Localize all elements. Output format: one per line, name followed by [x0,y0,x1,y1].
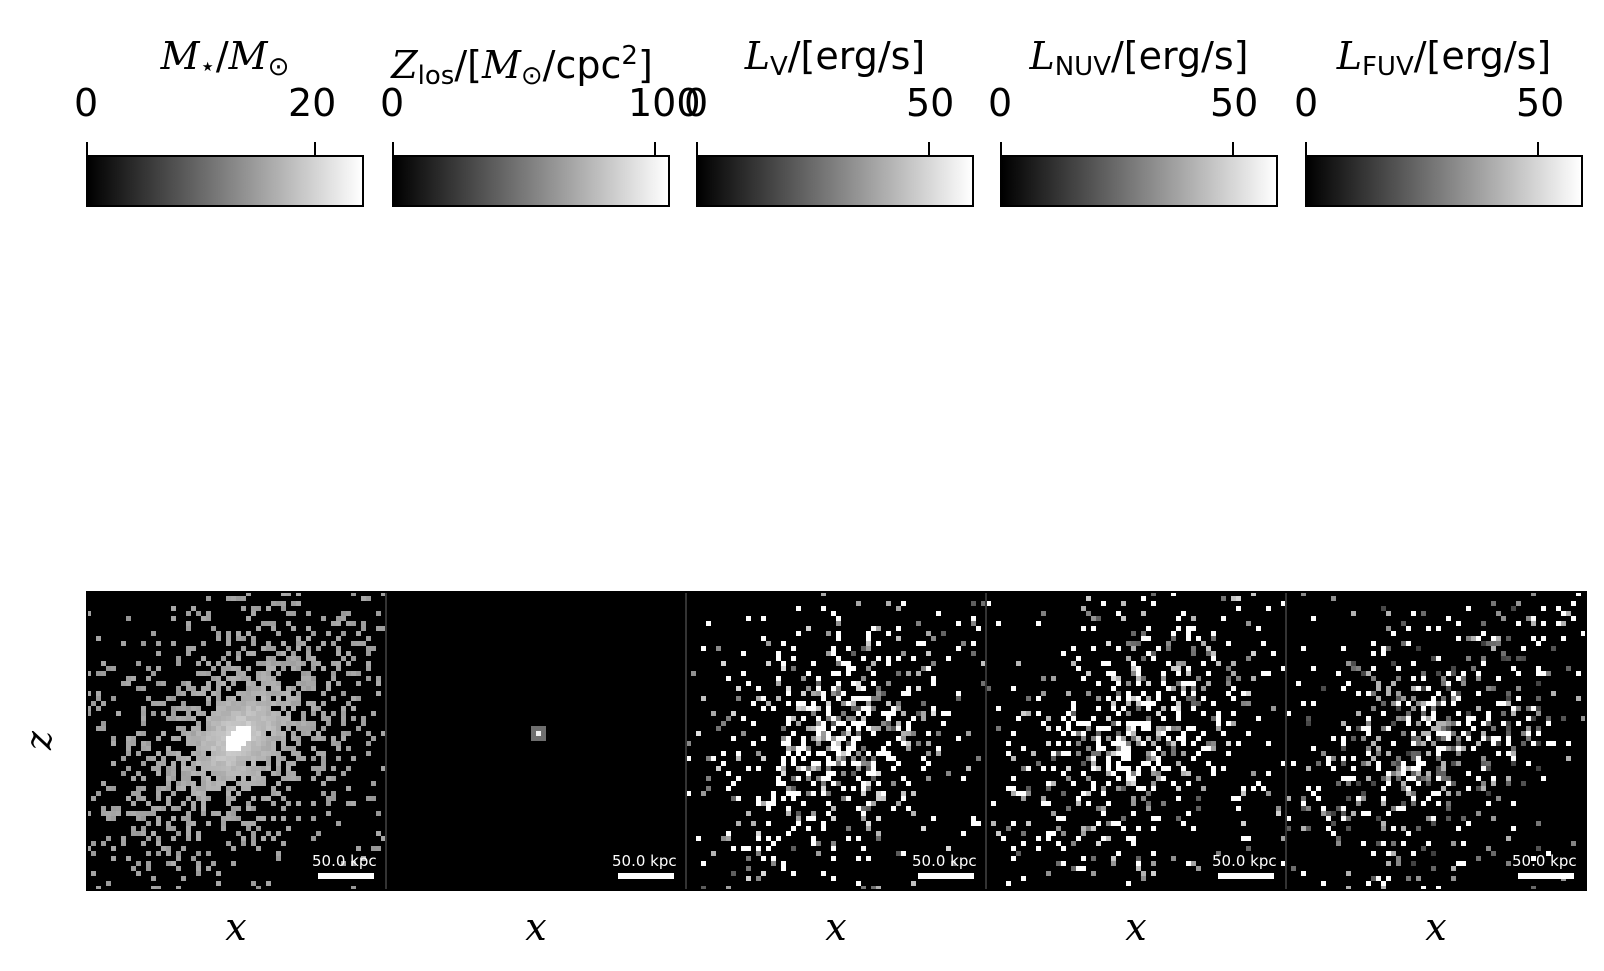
colorbar-title-stellar-mass: M⋆/M⊙ [160,34,290,82]
colorbar-4-tick-min: 0 [1294,81,1319,125]
colorbar-lnuv [1000,155,1278,207]
colorbar-0-tick-min: 0 [74,81,99,125]
heatmap-panel-metallicity [386,591,686,891]
scale-label-4: 50.0 kpc [1512,852,1577,870]
scale-bar-1 [618,873,674,879]
x-axis-label-2: x [825,905,847,949]
colorbar-stellar-mass [86,155,364,207]
colorbar-2-tick-mark-max [928,142,930,156]
heatmap-canvas-lv [686,591,986,891]
colorbar-1-tick-min: 0 [380,81,405,125]
heatmap-canvas-lnuv [986,591,1286,891]
colorbar-4-tick-mark-max [1537,142,1539,156]
colorbar-metallicity [392,155,670,207]
panel-separator [1285,591,1287,891]
heatmap-panel-lnuv [986,591,1286,891]
scale-bar-4 [1518,873,1574,879]
colorbar-title-lv: LV/[erg/s] [744,34,926,82]
heatmap-panel-lv [686,591,986,891]
scale-bar-2 [918,873,974,879]
scale-bar-0 [318,873,374,879]
colorbar-4-tick-max: 50 [1516,81,1565,125]
panel-separator [985,591,987,891]
heatmap-panel-stellar-mass [86,591,386,891]
colorbar-0-tick-max: 20 [288,81,337,125]
x-axis-label-3: x [1125,905,1147,949]
colorbar-title-lnuv: LNUV/[erg/s] [1029,34,1249,82]
scale-bar-3 [1218,873,1274,879]
heatmap-canvas-lfuv [1286,591,1586,891]
scale-label-3: 50.0 kpc [1212,852,1277,870]
panel-separator [685,591,687,891]
colorbar-3-tick-mark-max [1232,142,1234,156]
colorbar-4-tick-mark-min [1305,142,1307,156]
scale-label-0: 50.0 kpc [312,852,377,870]
heatmap-canvas-metallicity [386,591,686,891]
colorbar-2-tick-min: 0 [684,81,709,125]
colorbar-2-tick-max: 50 [906,81,955,125]
scale-label-2: 50.0 kpc [912,852,977,870]
colorbar-1-tick-max: 100 [628,81,701,125]
colorbar-1-tick-mark-min [392,142,394,156]
colorbar-0-tick-mark-max [314,142,316,156]
colorbar-title-lfuv: LFUV/[erg/s] [1336,34,1552,82]
x-axis-label-0: x [225,905,247,949]
panel-separator [385,591,387,891]
colorbar-3-tick-max: 50 [1210,81,1259,125]
colorbar-lfuv [1305,155,1583,207]
colorbar-2-tick-mark-min [696,142,698,156]
heatmap-canvas-stellar-mass [86,591,386,891]
x-axis-label-4: x [1425,905,1447,949]
colorbar-3-tick-mark-min [1000,142,1002,156]
colorbar-title-metallicity: Zlos/[M⊙/cpc2] [391,41,653,91]
colorbar-lv [696,155,974,207]
y-axis-label: z [18,731,60,750]
colorbar-1-tick-mark-max [654,142,656,156]
scale-label-1: 50.0 kpc [612,852,677,870]
colorbar-0-tick-mark-min [86,142,88,156]
colorbar-3-tick-min: 0 [988,81,1013,125]
x-axis-label-1: x [525,905,547,949]
heatmap-panel-lfuv [1286,591,1586,891]
